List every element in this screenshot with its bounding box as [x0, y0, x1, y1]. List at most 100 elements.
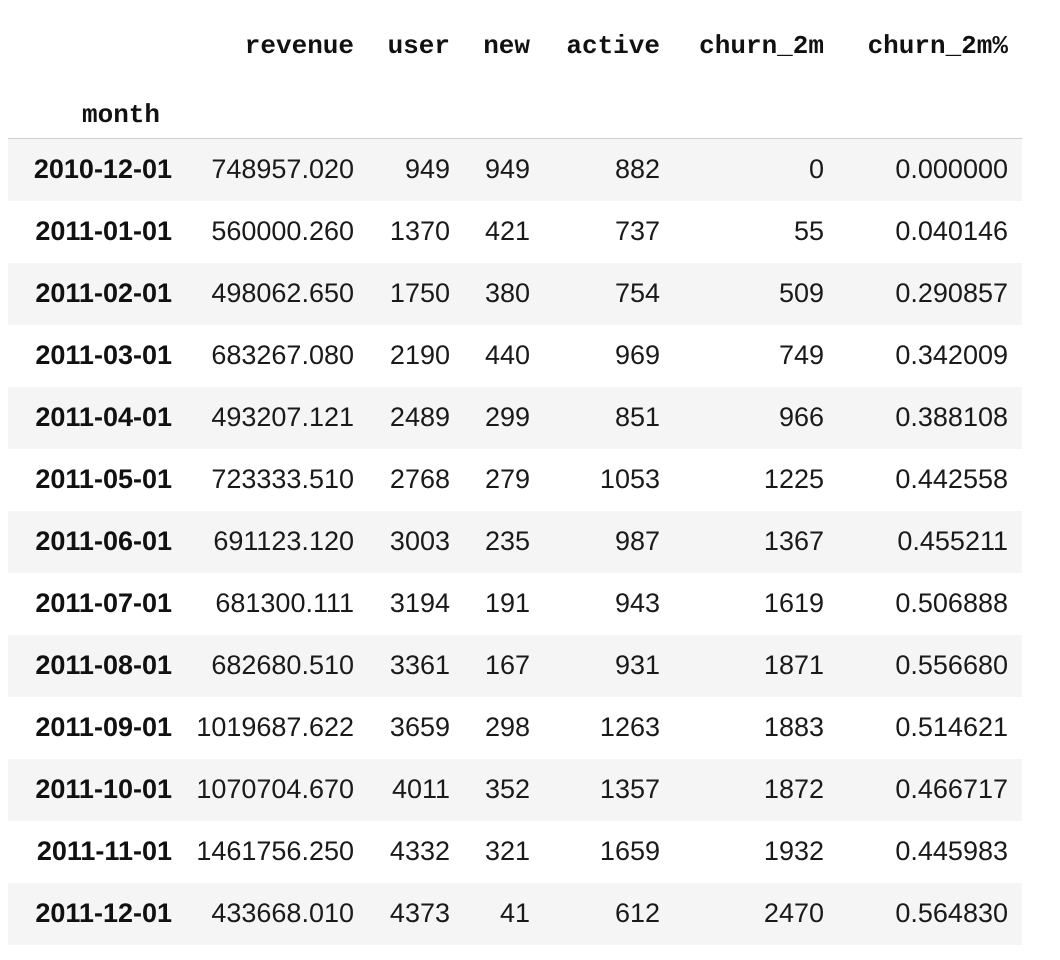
cell-user: 3194	[389, 588, 450, 618]
cell-user: 2190	[389, 340, 450, 370]
table-row: 2011-05-01 723333.510 2768 279 1053 1225 0.442…	[8, 448, 1022, 511]
cell-churn-2m: 55	[793, 216, 824, 246]
cell-user: 2768	[389, 464, 450, 494]
cell-active: 612	[614, 898, 660, 928]
cell-user: 3659	[389, 712, 450, 742]
cell-revenue: 1019687.622	[196, 712, 354, 742]
cell-churn-2m: 1619	[763, 588, 824, 618]
cell-active: 1053	[599, 464, 660, 494]
row-index-month: 2011-07-01	[35, 588, 172, 618]
cell-churn-2m: 1225	[763, 464, 824, 494]
cell-revenue: 723333.510	[211, 464, 354, 494]
index-name-row: month	[8, 92, 1022, 139]
cell-churn-2m: 1871	[763, 650, 824, 680]
cell-churn-2m: 966	[778, 402, 824, 432]
cell-churn-2m: 1872	[763, 774, 824, 804]
row-index-month: 2011-08-01	[35, 650, 172, 680]
cell-new: 279	[484, 464, 530, 494]
index-name-month: month	[81, 100, 160, 130]
table-row: 2011-09-01 1019687.622 3659 298 1263 1883 0.51…	[8, 696, 1022, 759]
table-header: revenue user new active churn_2m churn_2…	[8, 0, 1022, 139]
column-header-active: active	[566, 31, 660, 61]
cell-revenue: 691123.120	[213, 526, 354, 556]
cell-revenue: 1070704.670	[196, 774, 354, 804]
cell-churn-2m: 1932	[763, 836, 824, 866]
cell-active: 987	[614, 526, 660, 556]
cell-churn-2m-pct: 0.445983	[895, 836, 1008, 866]
cell-active: 1263	[599, 712, 660, 742]
cell-user: 2489	[389, 402, 450, 432]
cell-churn-2m-pct: 0.556680	[895, 650, 1008, 680]
cell-new: 235	[484, 526, 530, 556]
row-index-month: 2011-12-01	[35, 898, 172, 928]
cell-user: 4011	[391, 774, 450, 804]
row-index-month: 2011-05-01	[35, 464, 172, 494]
column-header-user: user	[387, 31, 450, 61]
table-row: 2011-08-01 682680.510 3361 167 931 1871 0.5566…	[8, 634, 1022, 697]
cell-new: 380	[484, 278, 530, 308]
row-index-month: 2011-11-01	[36, 836, 172, 866]
cell-new: 167	[484, 650, 530, 680]
column-header-revenue: revenue	[244, 31, 354, 61]
cell-active: 969	[614, 340, 660, 370]
table-row: 2011-03-01 683267.080 2190 440 969 749 0.34200…	[8, 324, 1022, 387]
cell-new: 421	[484, 216, 530, 246]
cell-new: 41	[499, 898, 530, 928]
cell-churn-2m-pct: 0.564830	[895, 898, 1008, 928]
cell-new: 440	[484, 340, 530, 370]
row-index-month: 2011-04-01	[35, 402, 172, 432]
cell-churn-2m: 0	[808, 154, 824, 185]
column-header-row: revenue user new active churn_2m churn_2…	[8, 0, 1022, 92]
cell-new: 949	[484, 154, 530, 185]
row-index-month: 2010-12-01	[33, 154, 172, 185]
table-row: 2010-12-01 748957.020 949 949 882 0 0.000000	[8, 138, 1022, 201]
cell-user: 3361	[389, 650, 450, 680]
cell-new: 298	[484, 712, 530, 742]
cell-active: 1659	[599, 836, 660, 866]
cell-churn-2m-pct: 0.442558	[895, 464, 1008, 494]
cell-active: 943	[614, 588, 660, 618]
index-header-blank	[8, 0, 174, 92]
cell-revenue: 433668.010	[211, 898, 354, 928]
cell-churn-2m: 2470	[763, 898, 824, 928]
cell-churn-2m: 1883	[763, 712, 824, 742]
cell-revenue: 560000.260	[211, 216, 354, 246]
table-row: 2011-01-01 560000.260 1370 421 737 55 0.040146	[8, 200, 1022, 263]
cell-user: 1370	[389, 216, 450, 246]
cell-churn-2m-pct: 0.290857	[895, 278, 1008, 308]
cell-churn-2m-pct: 0.514621	[895, 712, 1008, 742]
table-row: 2011-12-01 433668.010 4373 41 612 2470 0.56483…	[8, 882, 1022, 945]
table-row: 2011-11-01 1461756.250 4332 321 1659 1932 0.44…	[8, 820, 1022, 883]
cell-revenue: 493207.121	[211, 402, 354, 432]
cell-active: 882	[614, 154, 660, 185]
cell-active: 931	[614, 650, 660, 680]
row-index-month: 2011-10-01	[35, 774, 172, 804]
cell-churn-2m-pct: 0.466717	[895, 774, 1008, 804]
table-row: 2011-02-01 498062.650 1750 380 754 509 0.29085…	[8, 262, 1022, 325]
cell-user: 3003	[389, 526, 450, 556]
cell-new: 191	[484, 588, 530, 618]
cell-churn-2m-pct: 0.040146	[895, 216, 1008, 246]
table-body: 2010-12-01 748957.020 949 949 882 0 0.000000 20…	[8, 138, 1022, 945]
cell-churn-2m-pct: 0.000000	[895, 154, 1008, 185]
cell-new: 321	[484, 836, 530, 866]
cell-churn-2m: 509	[778, 278, 824, 308]
dataframe-output: revenue user new active churn_2m churn_2…	[8, 0, 1022, 945]
cell-churn-2m-pct: 0.342009	[895, 340, 1008, 370]
column-header-new: new	[483, 31, 530, 61]
cell-revenue: 682680.510	[211, 650, 354, 680]
cell-revenue: 683267.080	[211, 340, 354, 370]
cell-revenue: 1461756.250	[196, 836, 354, 866]
cell-active: 851	[614, 402, 660, 432]
row-index-month: 2011-06-01	[35, 526, 172, 556]
cell-revenue: 748957.020	[211, 154, 354, 185]
cell-active: 737	[614, 216, 660, 246]
table-row: 2011-07-01 681300.111 3194 191 943 1619 0.5068…	[8, 572, 1022, 635]
table-row: 2011-10-01 1070704.670 4011 352 1357 1872 0.46…	[8, 758, 1022, 821]
table-row: 2011-06-01 691123.120 3003 235 987 1367 0.4552…	[8, 510, 1022, 573]
cell-revenue: 498062.650	[211, 278, 354, 308]
cell-user: 1750	[389, 278, 450, 308]
cell-user: 4373	[389, 898, 450, 928]
cell-new: 352	[484, 774, 530, 804]
cell-user: 949	[404, 154, 450, 185]
